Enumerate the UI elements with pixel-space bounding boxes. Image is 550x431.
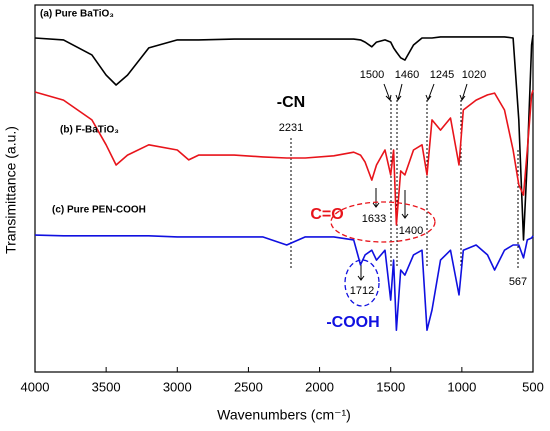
annotation: -CN [277, 94, 305, 111]
annotation: 1245 [430, 69, 454, 81]
x-tick-label: 3000 [163, 379, 192, 394]
arrow [425, 83, 435, 102]
annotation: 1633 [362, 213, 386, 225]
series-label: (a) Pure BaTiO₃ [40, 9, 114, 20]
x-tick-label: 1000 [447, 379, 476, 394]
x-tick-label: 2000 [305, 379, 334, 394]
annotation: 1460 [395, 69, 419, 81]
annotation: C=O [310, 206, 343, 223]
x-tick-label: 3500 [92, 379, 121, 394]
arrow [401, 190, 409, 219]
series-line [34, 234, 534, 331]
annotation: 1712 [350, 285, 374, 297]
arrow [372, 188, 380, 208]
co-ellipse [330, 201, 436, 243]
x-tick-label: 2500 [234, 379, 263, 394]
annotation: 2231 [279, 122, 303, 134]
annotation: 567 [509, 276, 527, 288]
arrow [459, 83, 468, 102]
series-line [34, 34, 534, 241]
x-tick-label: 1500 [376, 379, 405, 394]
x-tick-label: 4000 [21, 379, 50, 394]
annotation: -COOH [326, 314, 379, 331]
cooh-ellipse [344, 259, 380, 307]
guides [290, 100, 519, 268]
annotation: 1400 [399, 225, 423, 237]
x-tick-label: 500 [522, 379, 544, 394]
plot-frame [34, 4, 534, 373]
arrow [383, 83, 392, 102]
series-line [34, 89, 534, 226]
arrow [395, 83, 403, 102]
annotation: 1020 [462, 69, 486, 81]
x-axis-label: Wavenumbers (cm⁻¹) [217, 407, 351, 423]
annotation: 1500 [360, 69, 384, 81]
arrows [357, 83, 468, 281]
y-axis-label: Transimittance (a.u.) [3, 126, 19, 254]
series-label: (b) F-BaTiO₃ [60, 125, 119, 136]
series-label: (c) Pure PEN-COOH [52, 205, 146, 216]
